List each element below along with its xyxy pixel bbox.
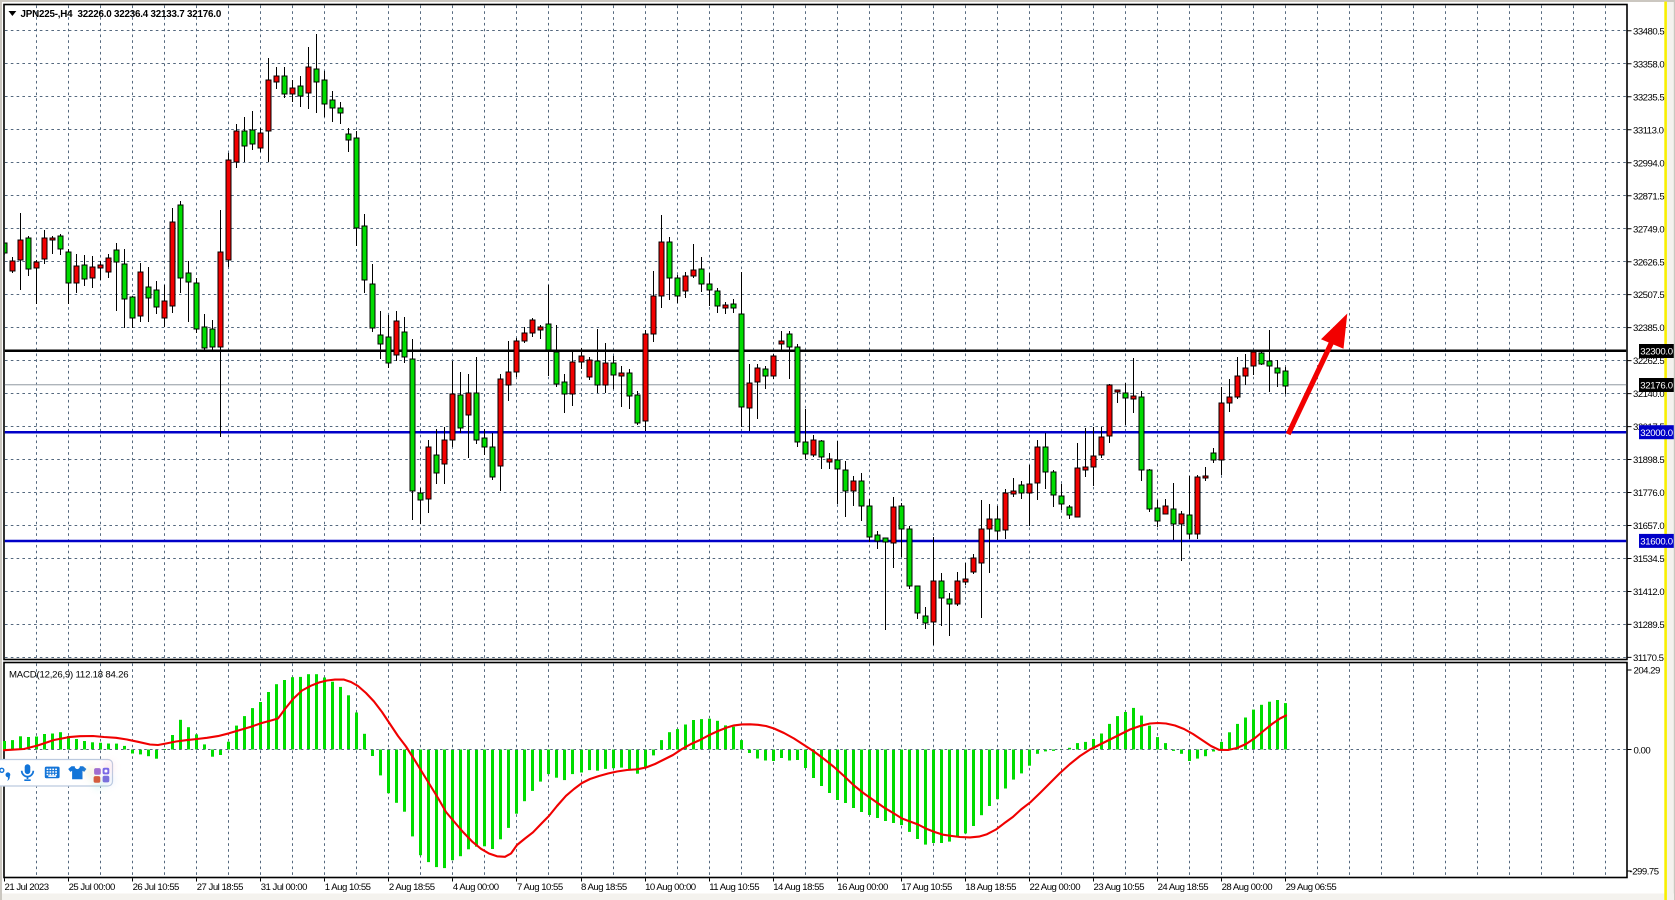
svg-text:33113.0: 33113.0 bbox=[1633, 125, 1664, 136]
svg-text:33480.5: 33480.5 bbox=[1633, 26, 1664, 37]
svg-text:32176.0: 32176.0 bbox=[1640, 381, 1673, 392]
svg-text:32626.5: 32626.5 bbox=[1633, 257, 1664, 268]
svg-text:24 Aug 18:55: 24 Aug 18:55 bbox=[1158, 882, 1209, 893]
svg-text:4 Aug 00:00: 4 Aug 00:00 bbox=[453, 882, 499, 893]
svg-text:22 Aug 00:00: 22 Aug 00:00 bbox=[1030, 882, 1081, 893]
svg-text:17 Aug 10:55: 17 Aug 10:55 bbox=[901, 882, 952, 893]
svg-text:10 Aug 00:00: 10 Aug 00:00 bbox=[645, 882, 696, 893]
svg-text:31170.5: 31170.5 bbox=[1633, 653, 1664, 664]
svg-text:31657.0: 31657.0 bbox=[1633, 521, 1664, 532]
svg-text:2 Aug 18:55: 2 Aug 18:55 bbox=[389, 882, 435, 893]
svg-text:14 Aug 18:55: 14 Aug 18:55 bbox=[773, 882, 824, 893]
svg-text:32000.0: 32000.0 bbox=[1640, 428, 1673, 439]
svg-text:31776.0: 31776.0 bbox=[1633, 488, 1664, 499]
svg-text:28 Aug 00:00: 28 Aug 00:00 bbox=[1222, 882, 1273, 893]
svg-text:JPN225-,H4 32226.0 32236.4 32: JPN225-,H4 32226.0 32236.4 32133.7 32176… bbox=[21, 9, 222, 20]
svg-text:8 Aug 18:55: 8 Aug 18:55 bbox=[581, 882, 627, 893]
svg-text:11 Aug 10:55: 11 Aug 10:55 bbox=[709, 882, 759, 893]
svg-text:32262.5: 32262.5 bbox=[1633, 356, 1664, 367]
svg-text:32140.0: 32140.0 bbox=[1633, 389, 1664, 400]
svg-text:31534.5: 31534.5 bbox=[1633, 554, 1664, 565]
svg-text:31600.0: 31600.0 bbox=[1640, 537, 1673, 548]
svg-text:32385.0: 32385.0 bbox=[1633, 323, 1664, 334]
svg-text:18 Aug 18:55: 18 Aug 18:55 bbox=[965, 882, 1016, 893]
svg-text:33358.0: 33358.0 bbox=[1633, 59, 1664, 70]
svg-text:32994.0: 32994.0 bbox=[1633, 158, 1664, 169]
svg-text:25 Jul 00:00: 25 Jul 00:00 bbox=[69, 882, 115, 893]
svg-text:31 Jul 00:00: 31 Jul 00:00 bbox=[261, 882, 307, 893]
svg-text:33235.5: 33235.5 bbox=[1633, 92, 1664, 103]
svg-text:7 Aug 10:55: 7 Aug 10:55 bbox=[517, 882, 563, 893]
svg-text:29 Aug 06:55: 29 Aug 06:55 bbox=[1286, 882, 1337, 893]
svg-text:32749.0: 32749.0 bbox=[1633, 224, 1664, 235]
svg-text:31289.5: 31289.5 bbox=[1633, 620, 1664, 631]
svg-text:32300.0: 32300.0 bbox=[1640, 347, 1673, 358]
svg-text:32507.5: 32507.5 bbox=[1633, 290, 1664, 301]
svg-text:32871.5: 32871.5 bbox=[1633, 191, 1664, 202]
svg-text:204.29: 204.29 bbox=[1634, 666, 1661, 677]
svg-text:MACD(12,26,9) 112.18 84.26: MACD(12,26,9) 112.18 84.26 bbox=[9, 670, 128, 681]
svg-text:1 Aug 10:55: 1 Aug 10:55 bbox=[325, 882, 371, 893]
svg-text:27 Jul 18:55: 27 Jul 18:55 bbox=[197, 882, 243, 893]
svg-text:-299.75: -299.75 bbox=[1630, 867, 1659, 878]
svg-text:21 Jul 2023: 21 Jul 2023 bbox=[5, 882, 49, 893]
svg-text:23 Aug 10:55: 23 Aug 10:55 bbox=[1094, 882, 1145, 893]
svg-text:26 Jul 10:55: 26 Jul 10:55 bbox=[133, 882, 179, 893]
svg-text:0.00: 0.00 bbox=[1634, 746, 1651, 757]
svg-text:31898.5: 31898.5 bbox=[1633, 455, 1664, 466]
svg-text:31412.0: 31412.0 bbox=[1633, 587, 1664, 598]
svg-text:16 Aug 00:00: 16 Aug 00:00 bbox=[837, 882, 888, 893]
